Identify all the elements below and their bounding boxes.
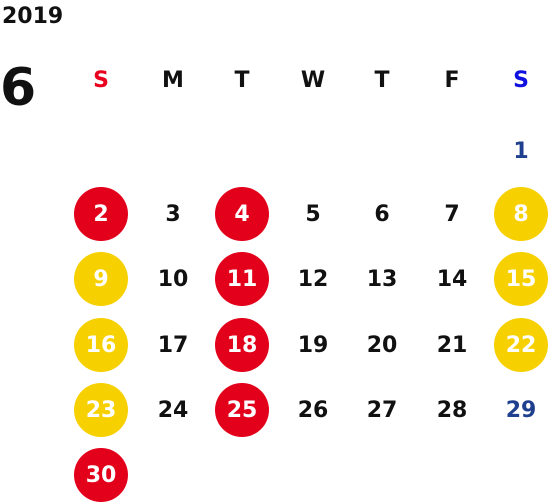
day-cell-26[interactable]: 26 <box>297 397 329 423</box>
weekday-header: S <box>513 67 529 93</box>
day-cell-15[interactable]: 15 <box>494 252 548 306</box>
day-cell-30[interactable]: 30 <box>74 448 128 502</box>
weekday-header: W <box>300 67 326 93</box>
day-cell-17[interactable]: 17 <box>157 332 189 358</box>
weekday-header: T <box>374 67 390 93</box>
day-cell-13[interactable]: 13 <box>366 266 398 292</box>
day-cell-4[interactable]: 4 <box>215 187 269 241</box>
day-cell-28[interactable]: 28 <box>436 397 468 423</box>
day-cell-10[interactable]: 10 <box>157 266 189 292</box>
day-cell-12[interactable]: 12 <box>297 266 329 292</box>
day-cell-20[interactable]: 20 <box>366 332 398 358</box>
day-cell-8[interactable]: 8 <box>494 187 548 241</box>
day-cell-2[interactable]: 2 <box>74 187 128 241</box>
day-cell-5[interactable]: 5 <box>305 201 321 227</box>
day-cell-6[interactable]: 6 <box>374 201 390 227</box>
day-cell-14[interactable]: 14 <box>436 266 468 292</box>
day-cell-3[interactable]: 3 <box>165 201 181 227</box>
day-cell-27[interactable]: 27 <box>366 397 398 423</box>
day-cell-29[interactable]: 29 <box>505 397 537 423</box>
weekday-header: F <box>444 67 460 93</box>
day-cell-18[interactable]: 18 <box>215 318 269 372</box>
year-label: 2019 <box>2 4 64 29</box>
day-cell-11[interactable]: 11 <box>215 252 269 306</box>
day-cell-21[interactable]: 21 <box>436 332 468 358</box>
weekday-header: M <box>162 67 184 93</box>
day-cell-22[interactable]: 22 <box>494 318 548 372</box>
day-cell-19[interactable]: 19 <box>297 332 329 358</box>
day-cell-25[interactable]: 25 <box>215 383 269 437</box>
weekday-header: T <box>234 67 250 93</box>
weekday-header: S <box>93 67 109 93</box>
day-cell-7[interactable]: 7 <box>444 201 460 227</box>
day-cell-23[interactable]: 23 <box>74 383 128 437</box>
day-cell-24[interactable]: 24 <box>157 397 189 423</box>
day-cell-16[interactable]: 16 <box>74 318 128 372</box>
day-cell-9[interactable]: 9 <box>74 252 128 306</box>
day-cell-1[interactable]: 1 <box>513 138 529 164</box>
month-label: 6 <box>0 58 37 118</box>
